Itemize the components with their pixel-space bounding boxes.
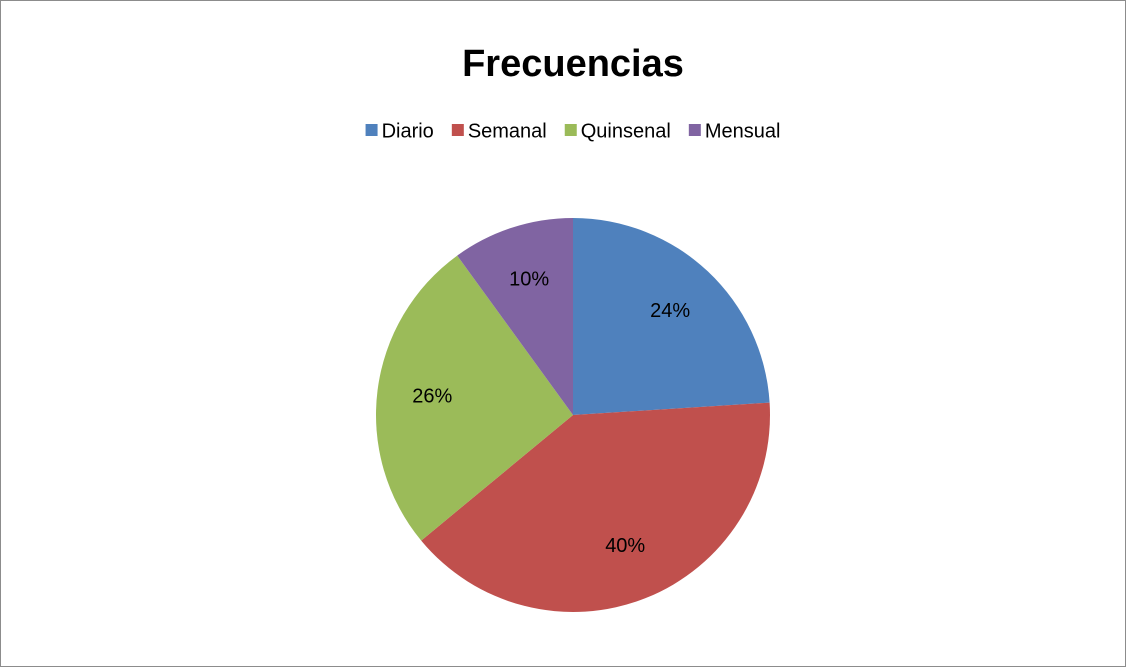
legend-label: Semanal bbox=[468, 120, 547, 142]
data-label: 10% bbox=[509, 268, 549, 290]
legend-swatch bbox=[688, 124, 701, 136]
legend-label: Mensual bbox=[705, 120, 781, 142]
legend-label: Quinsenal bbox=[581, 120, 671, 142]
legend-label: Diario bbox=[382, 120, 434, 142]
pie-slice bbox=[573, 218, 770, 415]
data-label: 40% bbox=[605, 535, 645, 557]
data-label: 24% bbox=[650, 300, 690, 322]
pie-slice bbox=[376, 255, 573, 541]
legend-swatch bbox=[365, 124, 378, 136]
legend-swatch bbox=[451, 124, 464, 136]
chart-title: Frecuencias bbox=[462, 43, 684, 85]
pie-slice bbox=[421, 402, 770, 612]
legend-swatch bbox=[564, 124, 577, 136]
pie-slice bbox=[457, 218, 573, 415]
data-label: 26% bbox=[412, 386, 452, 408]
